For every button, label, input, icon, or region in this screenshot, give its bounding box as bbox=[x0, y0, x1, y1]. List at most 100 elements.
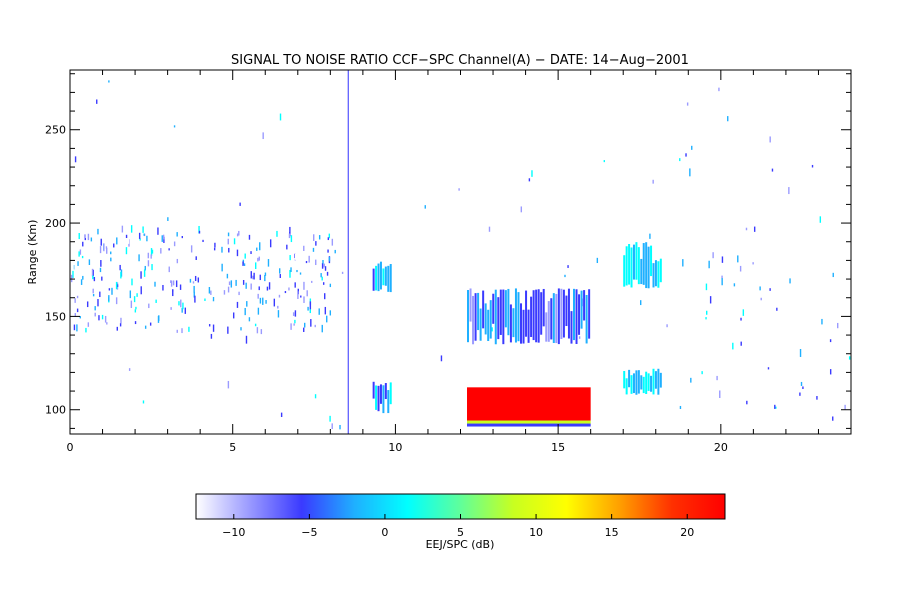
noise-point bbox=[232, 312, 235, 319]
noise-point bbox=[277, 310, 280, 318]
noise-point bbox=[193, 285, 195, 293]
noise-point bbox=[214, 242, 216, 248]
noise-point bbox=[259, 297, 262, 304]
echo-12-16h-upper-strip bbox=[550, 298, 553, 340]
echo-17.5h-lower-strip bbox=[659, 372, 662, 388]
noise-point bbox=[119, 264, 121, 271]
noise-point bbox=[324, 266, 327, 271]
noise-point bbox=[721, 275, 723, 279]
noise-point bbox=[289, 269, 291, 278]
noise-point bbox=[789, 278, 791, 284]
echo-17.5h-lower-strip bbox=[652, 368, 655, 395]
x-tick-label: 10 bbox=[388, 441, 402, 454]
noise-point bbox=[706, 310, 708, 315]
noise-point bbox=[223, 290, 226, 295]
noise-point bbox=[181, 328, 183, 334]
noise-point bbox=[733, 283, 736, 287]
noise-point bbox=[93, 276, 96, 282]
noise-point bbox=[315, 259, 317, 266]
noise-point bbox=[512, 162, 515, 169]
noise-point bbox=[740, 341, 742, 346]
noise-point bbox=[712, 252, 714, 259]
noise-point bbox=[138, 232, 141, 239]
noise-point bbox=[228, 281, 231, 286]
noise-point bbox=[170, 280, 173, 287]
noise-point bbox=[85, 327, 87, 333]
noise-point bbox=[151, 264, 153, 271]
noise-point bbox=[564, 274, 566, 278]
noise-point bbox=[144, 325, 147, 329]
noise-point bbox=[78, 233, 80, 240]
noise-point bbox=[737, 255, 739, 263]
noise-point bbox=[74, 313, 77, 317]
noise-point bbox=[294, 310, 297, 317]
noise-point bbox=[168, 248, 170, 251]
noise-point bbox=[331, 238, 334, 246]
noise-point bbox=[173, 125, 176, 128]
noise-point bbox=[211, 296, 213, 300]
noise-point bbox=[101, 276, 103, 281]
echo-17.5h-upper-strip bbox=[657, 261, 660, 288]
noise-point bbox=[244, 307, 246, 316]
noise-point bbox=[121, 225, 124, 233]
noise-point bbox=[277, 305, 279, 309]
colorbar-tick-label: −10 bbox=[222, 526, 245, 539]
noise-point bbox=[458, 188, 460, 191]
noise-point bbox=[217, 279, 220, 288]
noise-point bbox=[286, 244, 288, 250]
noise-point bbox=[90, 279, 92, 285]
noise-point bbox=[307, 306, 309, 311]
noise-point bbox=[732, 342, 734, 350]
noise-point bbox=[134, 309, 137, 313]
echo-12-16h-upper-strip bbox=[469, 288, 472, 322]
noise-point bbox=[94, 312, 96, 317]
noise-point bbox=[162, 284, 164, 291]
echo-12-16h-upper-strip bbox=[477, 292, 480, 331]
echo-12-16h-upper-strip bbox=[532, 290, 535, 341]
echo-12-16h-upper-strip bbox=[517, 292, 520, 342]
noise-point bbox=[99, 267, 102, 273]
noise-point bbox=[640, 300, 642, 306]
noise-point bbox=[81, 255, 84, 259]
echo-12-16h-upper-strip bbox=[557, 288, 560, 345]
noise-point bbox=[81, 311, 83, 317]
noise-point bbox=[212, 319, 215, 323]
noise-point bbox=[161, 235, 163, 242]
noise-point bbox=[212, 296, 215, 302]
echo-12-16h-upper-strip bbox=[540, 292, 543, 335]
y-tick-label: 250 bbox=[45, 124, 66, 137]
echo-12-16h-upper-strip bbox=[552, 293, 555, 343]
colorbar-tick-label: 5 bbox=[457, 526, 464, 539]
noise-point bbox=[324, 306, 327, 315]
noise-point bbox=[708, 260, 710, 269]
echo-9.5h-lower-strip bbox=[389, 382, 392, 405]
noise-point bbox=[329, 310, 332, 316]
noise-point bbox=[266, 286, 269, 291]
noise-point bbox=[318, 308, 320, 315]
noise-point bbox=[320, 273, 322, 278]
noise-point bbox=[322, 282, 325, 285]
noise-point bbox=[256, 327, 259, 334]
noise-point bbox=[322, 260, 324, 264]
noise-point bbox=[104, 315, 107, 323]
echo-12-16h-upper-strip bbox=[499, 289, 502, 335]
noise-point bbox=[752, 262, 754, 265]
echo-17.5h-upper-strip bbox=[654, 260, 657, 287]
noise-point bbox=[196, 279, 198, 285]
noise-point bbox=[318, 235, 321, 240]
noise-point bbox=[245, 335, 248, 344]
noise-point bbox=[158, 315, 160, 321]
noise-point bbox=[108, 80, 110, 83]
noise-point bbox=[111, 287, 113, 295]
noise-point bbox=[233, 238, 236, 245]
plot-frame bbox=[69, 69, 852, 435]
noise-point bbox=[689, 168, 691, 177]
noise-point bbox=[742, 309, 745, 316]
noise-point bbox=[84, 234, 86, 241]
echo-12-16h-upper-strip bbox=[560, 288, 563, 340]
echo-12-16h-upper-strip bbox=[489, 300, 492, 339]
noise-point bbox=[90, 237, 93, 242]
noise-point bbox=[718, 87, 720, 92]
noise-point bbox=[227, 238, 229, 245]
echo-17.5h-lower-strip bbox=[640, 375, 643, 390]
